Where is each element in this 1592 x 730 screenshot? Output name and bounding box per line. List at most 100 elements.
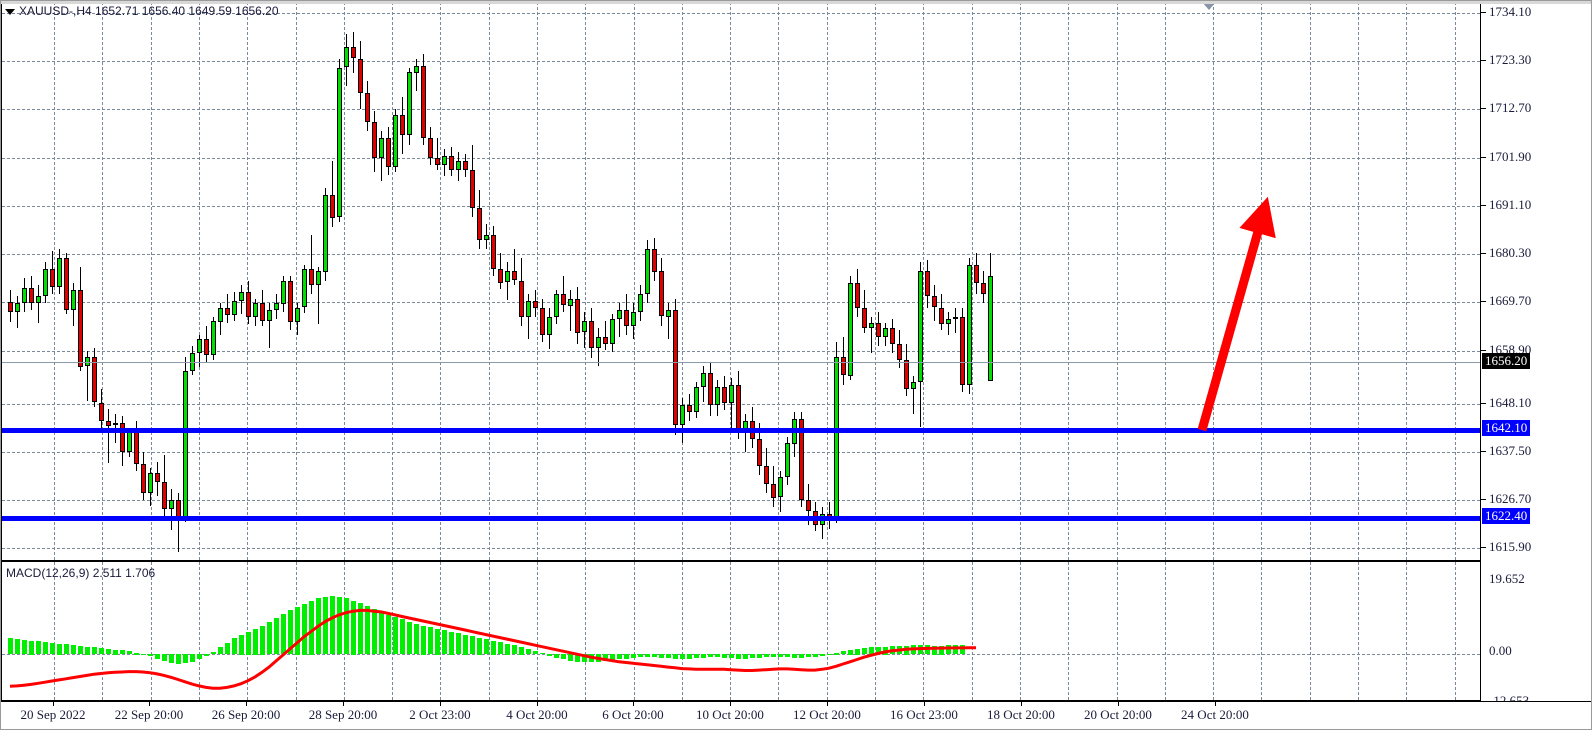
macd-label: MACD(12,26,9) 2.511 1.706 — [6, 566, 156, 580]
macd-histogram-bar — [386, 615, 391, 654]
macd-histogram-bar — [841, 651, 846, 654]
axis-tick — [1481, 157, 1486, 158]
macd-histogram-bar — [792, 654, 797, 658]
macd-histogram-bar — [960, 645, 965, 654]
macd-histogram-bar — [197, 654, 202, 659]
gridline-vertical — [585, 562, 586, 700]
price-axis[interactable]: 1734.10 1723.30 1712.70 1701.90 1691.10 1680.… — [1481, 1, 1591, 561]
macd-histogram-bar — [953, 645, 958, 654]
scroll-position-marker[interactable] — [1202, 2, 1216, 10]
gridline-vertical — [827, 562, 828, 700]
time-axis-label: 10 Oct 20:00 — [696, 707, 764, 722]
gridline-horizontal — [2, 452, 1480, 453]
time-axis-label: 4 Oct 20:00 — [506, 707, 568, 722]
candle-body — [400, 115, 405, 135]
candle-body — [722, 387, 727, 403]
candle-body — [883, 328, 888, 337]
candle-body — [960, 317, 965, 385]
candle-body — [435, 158, 440, 165]
price-axis-label: 1691.10 — [1489, 197, 1532, 212]
gridline-vertical — [923, 562, 924, 700]
gridline-horizontal — [2, 61, 1480, 62]
macd-histogram-bar — [498, 642, 503, 654]
macd-histogram-bar — [183, 654, 188, 663]
macd-histogram-bar — [526, 649, 531, 654]
support-resistance-line[interactable] — [2, 428, 1480, 433]
price-axis-label: 1723.30 — [1489, 52, 1532, 67]
candle-wick — [605, 321, 606, 350]
level-price-badge: 1622.40 — [1482, 508, 1531, 524]
macd-histogram-bar — [491, 641, 496, 655]
macd-histogram-bar — [379, 612, 384, 654]
macd-histogram-bar — [631, 654, 636, 658]
macd-histogram-bar — [120, 650, 125, 654]
candle-body — [407, 72, 412, 135]
candle-body — [372, 122, 377, 158]
price-axis-label: 1701.90 — [1489, 149, 1532, 164]
candle-body — [568, 299, 573, 306]
up-arrow-annotation[interactable] — [2, 2, 1482, 562]
gridline-vertical — [199, 562, 200, 700]
candle-body — [596, 337, 601, 348]
macd-histogram-bar — [638, 654, 643, 657]
candle-body — [512, 271, 517, 280]
candle-body — [505, 271, 510, 282]
candle-body — [953, 317, 958, 319]
macd-histogram-bar — [554, 654, 559, 658]
gridline-vertical — [875, 562, 876, 700]
candle-body — [799, 419, 804, 500]
time-axis[interactable]: 20 Sep 2022 22 Sep 20:00 26 Sep 20:00 28 Se… — [1, 701, 1591, 729]
macd-histogram-bar — [932, 646, 937, 655]
macd-histogram-bar — [414, 624, 419, 654]
candle-body — [778, 477, 783, 497]
candle-body — [939, 308, 944, 324]
current-price-line — [2, 362, 1480, 363]
time-tick — [246, 702, 247, 706]
candle-body — [442, 156, 447, 165]
candle-body — [169, 500, 174, 509]
support-resistance-line[interactable] — [2, 516, 1480, 521]
macd-histogram-bar — [939, 646, 944, 655]
macd-indicator-panel[interactable]: MACD(12,26,9) 2.511 1.706 — [1, 561, 1481, 701]
gridline-horizontal — [2, 206, 1480, 207]
candle-body — [841, 357, 846, 375]
axis-tick — [1481, 403, 1486, 404]
macd-histogram-bar — [50, 643, 55, 654]
time-tick — [827, 702, 828, 706]
candle-body — [603, 337, 608, 344]
macd-histogram-bar — [722, 654, 727, 658]
gridline-vertical — [296, 2, 297, 560]
time-axis-label: 16 Oct 23:00 — [890, 707, 958, 722]
time-tick — [440, 702, 441, 706]
candle-body — [764, 466, 769, 484]
chevron-down-icon[interactable] — [5, 8, 15, 15]
candle-body — [519, 281, 524, 317]
candle-body — [15, 303, 20, 312]
macd-histogram-bar — [15, 639, 20, 654]
time-tick — [924, 702, 925, 706]
candle-body — [337, 68, 342, 217]
time-axis-label: 12 Oct 20:00 — [793, 707, 861, 722]
price-chart-panel[interactable] — [1, 1, 1481, 561]
candle-body — [589, 321, 594, 348]
macd-histogram-bar — [715, 654, 720, 657]
candle-body — [8, 302, 13, 312]
candle-wick — [745, 414, 746, 452]
candle-body — [554, 294, 559, 317]
macd-histogram-bar — [680, 654, 685, 659]
candle-body — [540, 308, 545, 335]
macd-histogram-bar — [442, 630, 447, 654]
candle-wick — [311, 235, 312, 294]
price-axis-label: 1648.10 — [1489, 395, 1532, 410]
candle-body — [449, 156, 454, 170]
macd-histogram-bar — [225, 643, 230, 654]
candle-body — [288, 281, 293, 322]
candle-body — [386, 138, 391, 167]
macd-histogram-bar — [827, 654, 832, 655]
macd-histogram-bar — [659, 654, 664, 658]
macd-histogram-bar — [148, 654, 153, 656]
candle-body — [575, 299, 580, 333]
top-scroll-strip[interactable] — [1, 1, 1591, 4]
gridline-vertical — [634, 562, 635, 700]
